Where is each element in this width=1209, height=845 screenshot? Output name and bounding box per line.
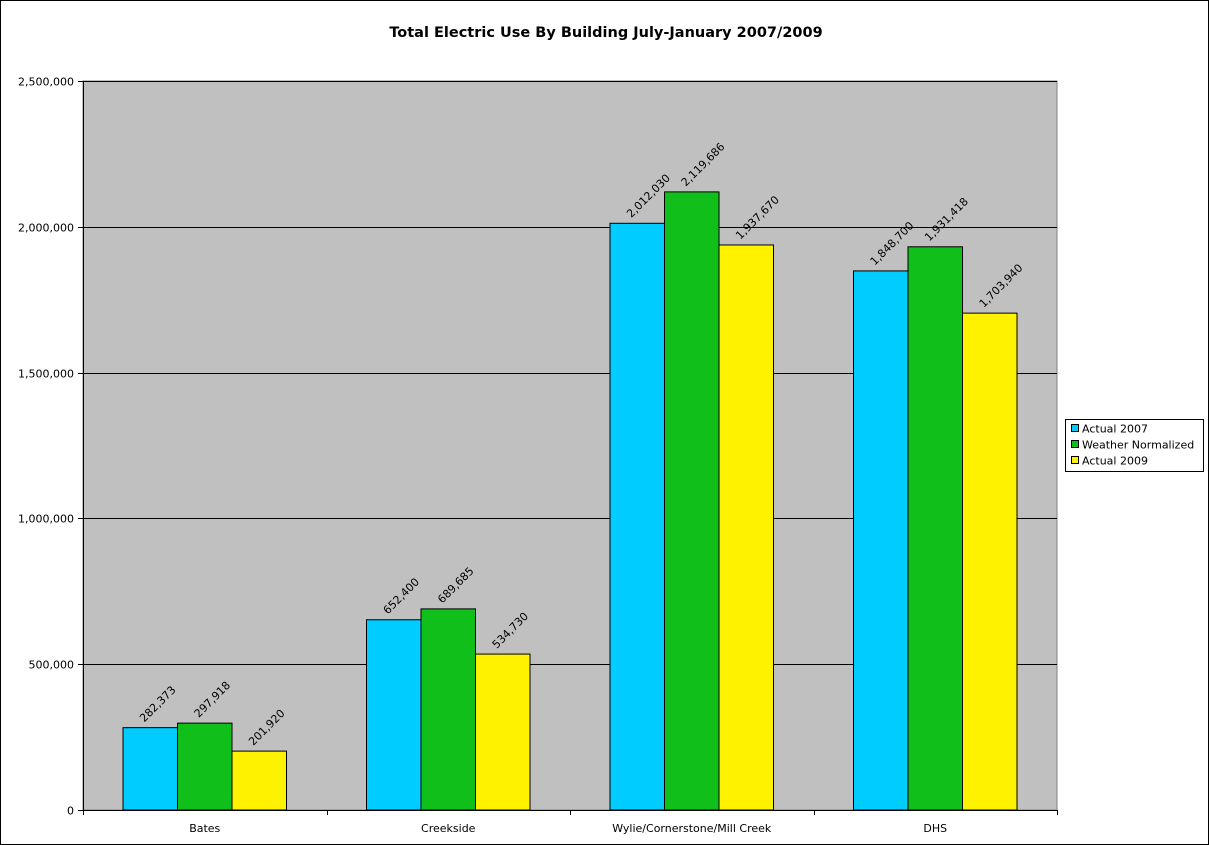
bar-wylie-1: [664, 191, 720, 811]
chart-title: Total Electric Use By Building July-Janu…: [389, 25, 822, 41]
y-tick-label: 2,000,000: [18, 222, 74, 235]
legend-swatch: [1071, 440, 1079, 448]
y-tick-label: 1,500,000: [18, 368, 74, 381]
legend-swatch: [1071, 424, 1079, 432]
bar-bates-0: [122, 727, 178, 811]
y-tick-label: 500,000: [29, 659, 75, 672]
x-tick-label: Wylie/Cornerstone/Mill Creek: [612, 822, 772, 835]
bar-bates-2: [231, 750, 287, 811]
x-tick-label: DHS: [923, 822, 947, 835]
legend-label: Weather Normalized: [1082, 439, 1194, 452]
bar-dhs-1: [907, 246, 963, 811]
bar-wylie-0: [609, 222, 665, 811]
legend: Actual 2007 Weather Normalized Actual 2009: [1065, 419, 1204, 472]
bar-creekside-0: [366, 619, 422, 811]
legend-label: Actual 2007: [1082, 423, 1148, 436]
plot-area: 0 500,000 1,000,000 1,500,000 2,000,000 2,500…: [18, 76, 1058, 835]
y-tick-label: 1,000,000: [18, 513, 74, 526]
y-tick-label: 2,500,000: [18, 76, 74, 89]
bar-dhs-2: [962, 312, 1018, 811]
legend-box: [1065, 419, 1204, 472]
bar-creekside-1: [420, 608, 476, 811]
bar-creekside-2: [475, 653, 531, 811]
legend-swatch: [1071, 456, 1079, 464]
y-tick-label: 0: [67, 805, 74, 818]
legend-label: Actual 2009: [1082, 455, 1148, 468]
bar-dhs-0: [853, 270, 909, 811]
x-tick-label: Creekside: [421, 822, 476, 835]
bar-bates-1: [177, 722, 233, 811]
x-tick-label: Bates: [189, 822, 220, 835]
bar-wylie-2: [718, 244, 774, 811]
